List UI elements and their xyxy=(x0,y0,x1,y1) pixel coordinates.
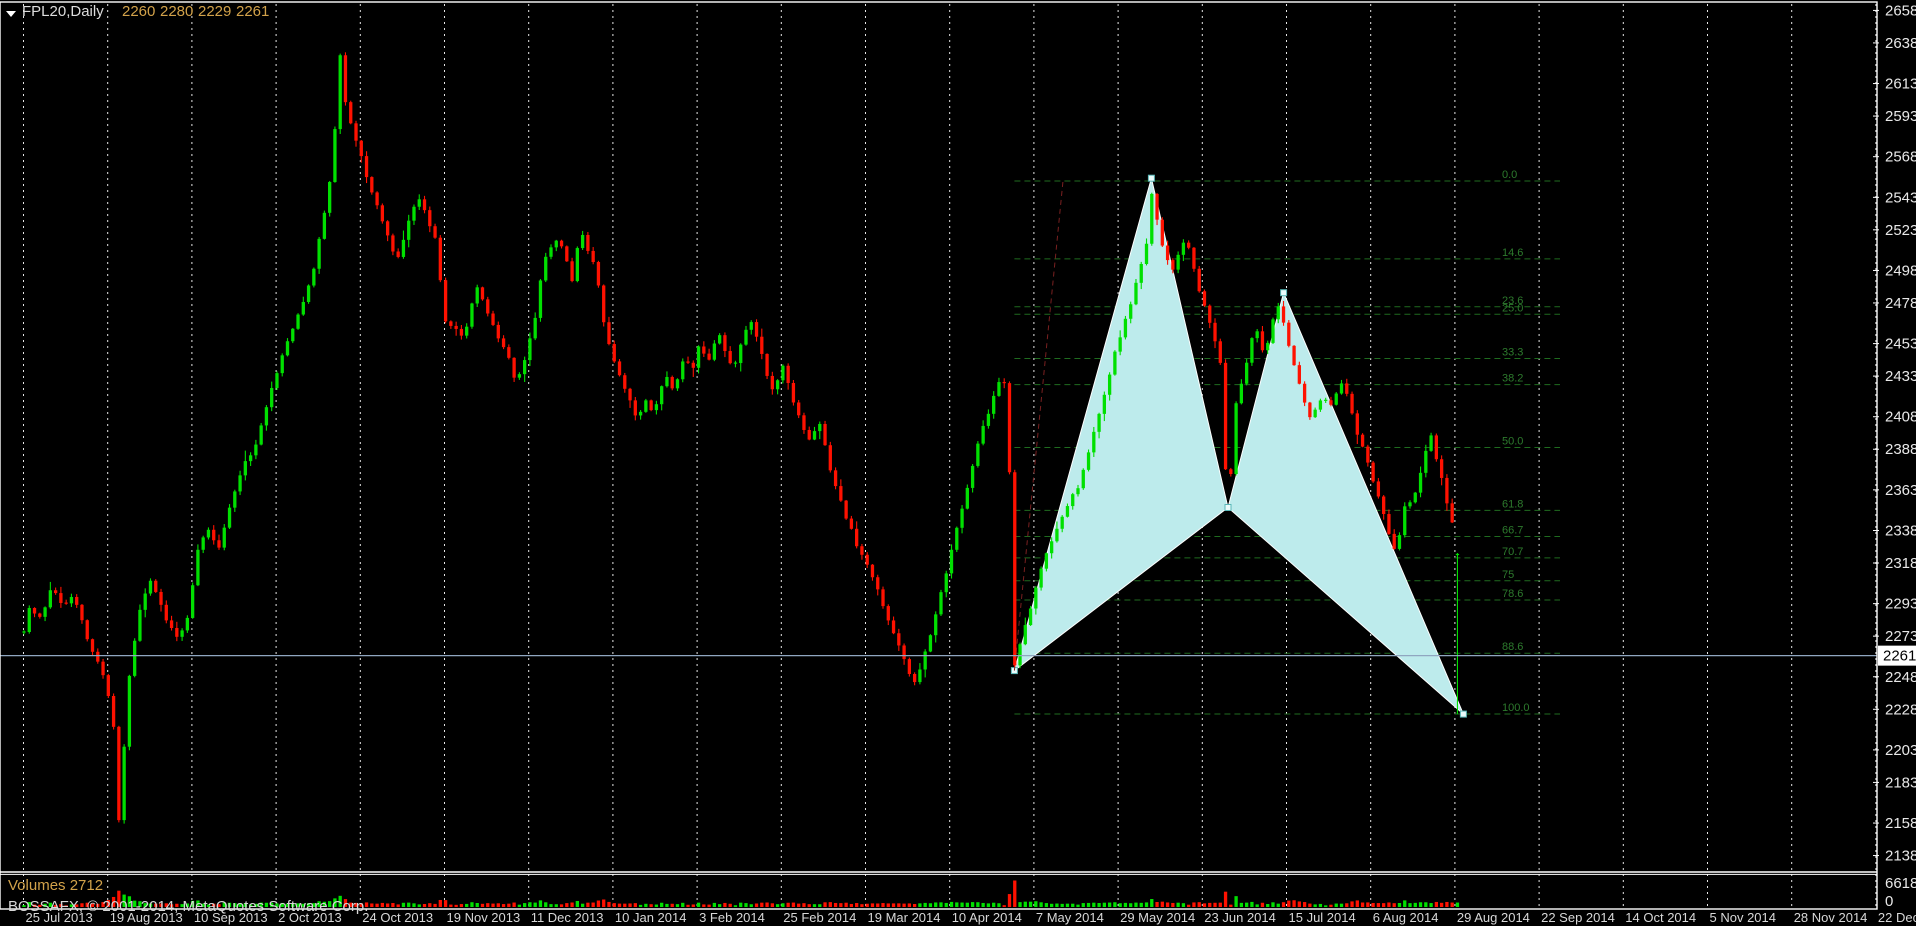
svg-text:FPL20,Daily: FPL20,Daily xyxy=(22,3,104,20)
svg-text:2229: 2229 xyxy=(198,3,231,20)
svg-text:23 Jun 2014: 23 Jun 2014 xyxy=(1204,910,1276,925)
svg-text:2273: 2273 xyxy=(1885,628,1916,645)
svg-text:10 Jan 2014: 10 Jan 2014 xyxy=(615,910,687,925)
svg-text:7 May 2014: 7 May 2014 xyxy=(1036,910,1104,925)
svg-text:3 Feb 2014: 3 Feb 2014 xyxy=(699,910,765,925)
svg-text:2433: 2433 xyxy=(1885,368,1916,385)
svg-text:22 Dec 2014: 22 Dec 2014 xyxy=(1878,910,1916,925)
svg-text:75: 75 xyxy=(1502,569,1514,581)
svg-text:2261: 2261 xyxy=(236,3,269,20)
svg-text:2453: 2453 xyxy=(1885,336,1916,353)
svg-text:25 Feb 2014: 25 Feb 2014 xyxy=(783,910,856,925)
svg-text:2593: 2593 xyxy=(1885,108,1916,125)
svg-text:2568: 2568 xyxy=(1885,149,1916,166)
svg-text:78.6: 78.6 xyxy=(1502,588,1523,600)
svg-text:2293: 2293 xyxy=(1885,596,1916,613)
svg-text:100.0: 100.0 xyxy=(1502,702,1530,714)
svg-text:2408: 2408 xyxy=(1885,409,1916,426)
svg-text:66.7: 66.7 xyxy=(1502,525,1523,537)
svg-text:Volumes 2712: Volumes 2712 xyxy=(8,877,103,894)
svg-text:2498: 2498 xyxy=(1885,262,1916,279)
svg-text:38.2: 38.2 xyxy=(1502,373,1523,385)
svg-text:29 Aug 2014: 29 Aug 2014 xyxy=(1457,910,1530,925)
svg-text:29 May 2014: 29 May 2014 xyxy=(1120,910,1195,925)
svg-text:2203: 2203 xyxy=(1885,742,1916,759)
svg-text:25.0: 25.0 xyxy=(1502,302,1523,314)
svg-text:2638: 2638 xyxy=(1885,35,1916,52)
svg-text:2363: 2363 xyxy=(1885,482,1916,499)
svg-text:2138: 2138 xyxy=(1885,848,1916,865)
svg-text:50.0: 50.0 xyxy=(1502,436,1523,448)
svg-text:61.8: 61.8 xyxy=(1502,498,1523,510)
svg-text:2478: 2478 xyxy=(1885,295,1916,312)
svg-text:11 Dec 2013: 11 Dec 2013 xyxy=(531,910,604,925)
svg-text:22 Sep 2014: 22 Sep 2014 xyxy=(1541,910,1615,925)
svg-text:2388: 2388 xyxy=(1885,441,1916,458)
svg-text:14 Oct 2014: 14 Oct 2014 xyxy=(1625,910,1696,925)
svg-text:2228: 2228 xyxy=(1885,701,1916,718)
svg-text:2280: 2280 xyxy=(160,3,193,20)
svg-text:24 Oct 2013: 24 Oct 2013 xyxy=(362,910,433,925)
svg-text:88.6: 88.6 xyxy=(1502,641,1523,653)
svg-text:BOSSAFX, © 2001-2014, MetaQuot: BOSSAFX, © 2001-2014, MetaQuotes Softwar… xyxy=(8,898,368,915)
svg-text:2543: 2543 xyxy=(1885,189,1916,206)
svg-text:2260: 2260 xyxy=(122,3,155,20)
svg-text:6 Aug 2014: 6 Aug 2014 xyxy=(1373,910,1439,925)
svg-text:2523: 2523 xyxy=(1885,222,1916,239)
svg-text:2248: 2248 xyxy=(1885,669,1916,686)
svg-text:2658: 2658 xyxy=(1885,2,1916,19)
svg-text:28 Nov 2014: 28 Nov 2014 xyxy=(1794,910,1868,925)
svg-text:15 Jul 2014: 15 Jul 2014 xyxy=(1289,910,1356,925)
svg-text:0: 0 xyxy=(1885,893,1893,910)
svg-text:33.3: 33.3 xyxy=(1502,346,1523,358)
svg-text:14.6: 14.6 xyxy=(1502,247,1523,259)
svg-text:2183: 2183 xyxy=(1885,774,1916,791)
svg-text:19 Nov 2013: 19 Nov 2013 xyxy=(447,910,521,925)
svg-text:2158: 2158 xyxy=(1885,815,1916,832)
svg-text:2338: 2338 xyxy=(1885,523,1916,540)
svg-text:2613: 2613 xyxy=(1885,76,1916,93)
svg-text:2318: 2318 xyxy=(1885,555,1916,572)
svg-text:10 Apr 2014: 10 Apr 2014 xyxy=(952,910,1022,925)
svg-text:5 Nov 2014: 5 Nov 2014 xyxy=(1710,910,1777,925)
svg-text:2261: 2261 xyxy=(1883,648,1916,665)
svg-text:19 Mar 2014: 19 Mar 2014 xyxy=(868,910,941,925)
svg-text:70.7: 70.7 xyxy=(1502,546,1523,558)
svg-text:0.0: 0.0 xyxy=(1502,169,1517,181)
svg-text:6618: 6618 xyxy=(1885,875,1916,892)
